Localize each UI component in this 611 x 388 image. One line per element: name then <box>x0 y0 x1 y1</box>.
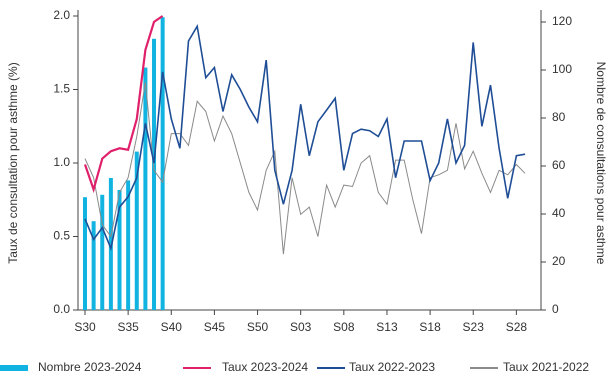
y-tick-label: 1.5 <box>53 82 70 96</box>
x-tick-label: S13 <box>376 320 398 334</box>
y-tick-label: 0.5 <box>53 229 70 243</box>
bar <box>134 151 139 310</box>
line <box>84 82 526 255</box>
x-tick-label: S18 <box>419 320 441 334</box>
y-tick-label: 2.0 <box>53 8 70 22</box>
x-tick-label: S30 <box>74 320 96 334</box>
x-tick-label: S50 <box>247 320 269 334</box>
line <box>84 24 526 251</box>
x-tick-label: S35 <box>117 320 139 334</box>
y-axis-title: Taux de consultation pour asthme (%) <box>6 62 20 263</box>
bar <box>143 67 148 310</box>
y-tick-label: 0.0 <box>53 302 70 316</box>
y2-tick-label: 120 <box>552 14 572 28</box>
y2-axis-title: Nombre de consultations pour asthme <box>594 62 608 265</box>
y-tick-label: 1.0 <box>53 155 70 169</box>
y2-tick-label: 60 <box>552 158 566 172</box>
y2-tick-label: 0 <box>552 302 559 316</box>
y2-tick-label: 80 <box>552 110 566 124</box>
x-tick-label: S45 <box>204 320 226 334</box>
bar <box>108 178 113 310</box>
bar <box>152 38 157 311</box>
bar <box>83 197 87 310</box>
legend-label: Taux 2023-2024 <box>222 360 308 374</box>
legend-label: Taux 2021-2022 <box>503 360 589 374</box>
bar <box>100 194 105 310</box>
bar <box>91 221 96 310</box>
bar <box>160 17 165 310</box>
x-tick-label: S08 <box>333 320 355 334</box>
x-tick-label: S28 <box>506 320 528 334</box>
x-tick-label: S23 <box>463 320 485 334</box>
line <box>83 15 164 194</box>
legend-label: Nombre 2023-2024 <box>38 360 142 374</box>
y2-tick-label: 40 <box>552 206 566 220</box>
x-tick-label: S03 <box>290 320 312 334</box>
legend-swatch <box>0 365 28 371</box>
bar <box>117 190 122 310</box>
legend-label: Taux 2022-2023 <box>349 360 435 374</box>
x-tick-label: S40 <box>161 320 183 334</box>
y2-tick-label: 20 <box>552 254 566 268</box>
bar <box>126 180 131 310</box>
y2-tick-label: 100 <box>552 62 572 76</box>
